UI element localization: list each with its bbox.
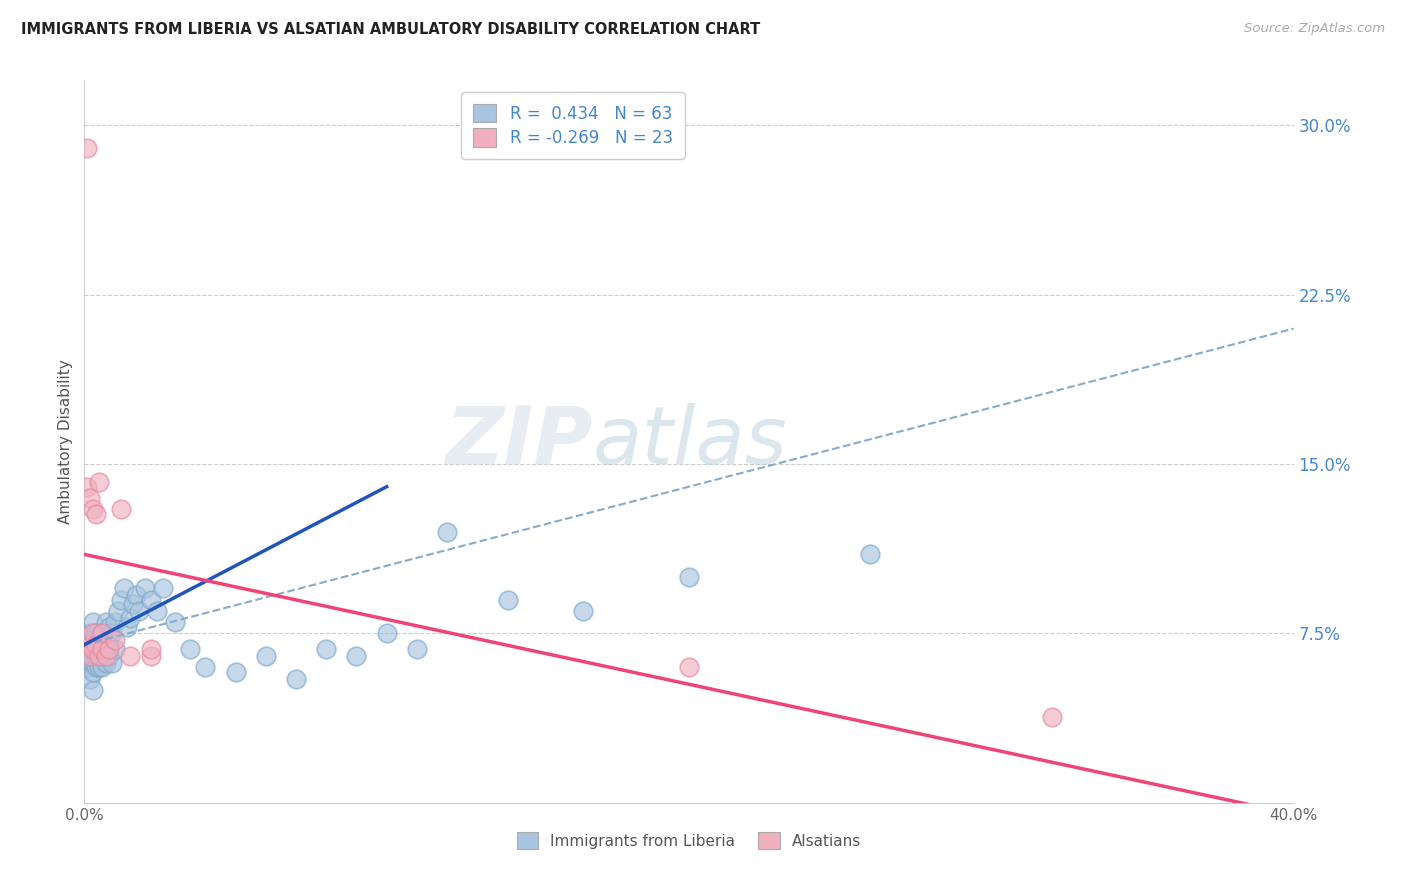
Point xyxy=(97,620,120,634)
Point xyxy=(82,665,104,679)
Point xyxy=(76,638,98,652)
Point xyxy=(82,502,104,516)
Point xyxy=(146,604,169,618)
Point xyxy=(76,660,98,674)
Point xyxy=(128,604,150,618)
Point xyxy=(678,570,700,584)
Point xyxy=(110,592,132,607)
Point xyxy=(89,633,111,648)
Point xyxy=(79,654,101,668)
Point xyxy=(121,597,143,611)
Legend: Immigrants from Liberia, Alsatians: Immigrants from Liberia, Alsatians xyxy=(509,824,869,856)
Point xyxy=(82,682,104,697)
Point xyxy=(125,588,148,602)
Point xyxy=(375,626,398,640)
Point xyxy=(194,660,217,674)
Point xyxy=(110,502,132,516)
Point xyxy=(139,642,162,657)
Point xyxy=(79,672,101,686)
Point xyxy=(82,633,104,648)
Point xyxy=(76,141,98,155)
Text: ZIP: ZIP xyxy=(444,402,592,481)
Point xyxy=(94,656,117,670)
Y-axis label: Ambulatory Disability: Ambulatory Disability xyxy=(58,359,73,524)
Point xyxy=(97,648,120,663)
Point xyxy=(118,648,141,663)
Point xyxy=(76,480,98,494)
Point xyxy=(89,475,111,490)
Point xyxy=(100,626,122,640)
Point xyxy=(86,648,108,663)
Point xyxy=(79,626,101,640)
Point xyxy=(89,648,111,663)
Text: Source: ZipAtlas.com: Source: ZipAtlas.com xyxy=(1244,22,1385,36)
Point xyxy=(346,648,368,663)
Point xyxy=(134,582,156,596)
Point xyxy=(82,642,104,657)
Text: atlas: atlas xyxy=(592,402,787,481)
Point xyxy=(94,648,117,663)
Point xyxy=(97,642,120,657)
Point xyxy=(406,642,429,657)
Point xyxy=(91,642,114,657)
Point xyxy=(115,620,138,634)
Point xyxy=(859,548,882,562)
Point xyxy=(112,582,135,596)
Point xyxy=(82,656,104,670)
Point xyxy=(79,491,101,505)
Point xyxy=(79,642,101,657)
Point xyxy=(89,648,111,663)
Point xyxy=(118,610,141,624)
Point xyxy=(79,648,101,663)
Point xyxy=(285,672,308,686)
Point xyxy=(82,626,104,640)
Point xyxy=(152,582,174,596)
Point xyxy=(254,648,277,663)
Point xyxy=(678,660,700,674)
Point xyxy=(82,615,104,630)
Point xyxy=(91,648,114,663)
Point xyxy=(104,633,127,648)
Point xyxy=(94,642,117,657)
Point xyxy=(79,638,101,652)
Point xyxy=(91,660,114,674)
Point xyxy=(94,615,117,630)
Point xyxy=(89,660,111,674)
Point xyxy=(1040,710,1063,724)
Point xyxy=(496,592,519,607)
Point xyxy=(225,665,247,679)
Point xyxy=(97,638,120,652)
Point xyxy=(91,626,114,640)
Point xyxy=(436,524,458,539)
Point xyxy=(315,642,337,657)
Point xyxy=(76,648,98,663)
Point xyxy=(89,642,111,657)
Point xyxy=(79,633,101,648)
Point xyxy=(179,642,201,657)
Point xyxy=(82,642,104,657)
Point xyxy=(104,615,127,630)
Point xyxy=(107,604,129,618)
Point xyxy=(100,656,122,670)
Point xyxy=(572,604,595,618)
Point xyxy=(82,648,104,663)
Point xyxy=(165,615,187,630)
Point xyxy=(86,626,108,640)
Point xyxy=(139,592,162,607)
Point xyxy=(86,638,108,652)
Point xyxy=(86,660,108,674)
Text: IMMIGRANTS FROM LIBERIA VS ALSATIAN AMBULATORY DISABILITY CORRELATION CHART: IMMIGRANTS FROM LIBERIA VS ALSATIAN AMBU… xyxy=(21,22,761,37)
Point xyxy=(86,507,108,521)
Point xyxy=(91,626,114,640)
Point xyxy=(139,648,162,663)
Point xyxy=(104,642,127,657)
Point xyxy=(86,638,108,652)
